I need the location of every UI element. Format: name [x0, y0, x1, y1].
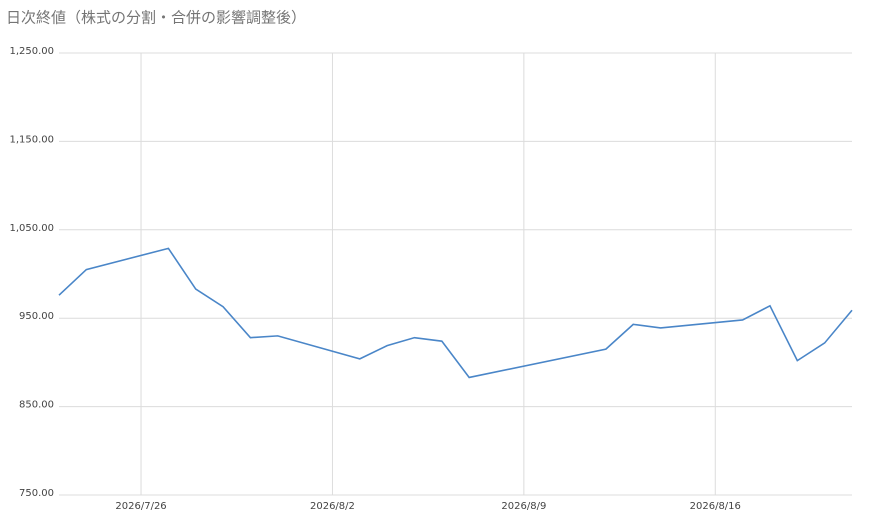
y-tick-label: 1,250.00	[9, 46, 54, 57]
y-tick-label: 750.00	[19, 488, 54, 499]
line	[58, 247, 853, 379]
x-tick-label: 2026/8/2	[310, 501, 355, 512]
y-tick-label: 950.00	[19, 311, 54, 322]
y-tick-label: 1,050.00	[9, 223, 54, 234]
chart-title: 日次終値（株式の分割・合併の影響調整後）	[6, 9, 306, 27]
y-tick-label: 1,150.00	[9, 134, 54, 145]
x-tick-label: 2026/7/26	[115, 501, 166, 512]
x-tick-label: 2026/8/9	[501, 501, 546, 512]
x-tick-label: 2026/8/16	[690, 501, 741, 512]
y-tick-label: 850.00	[19, 400, 54, 411]
